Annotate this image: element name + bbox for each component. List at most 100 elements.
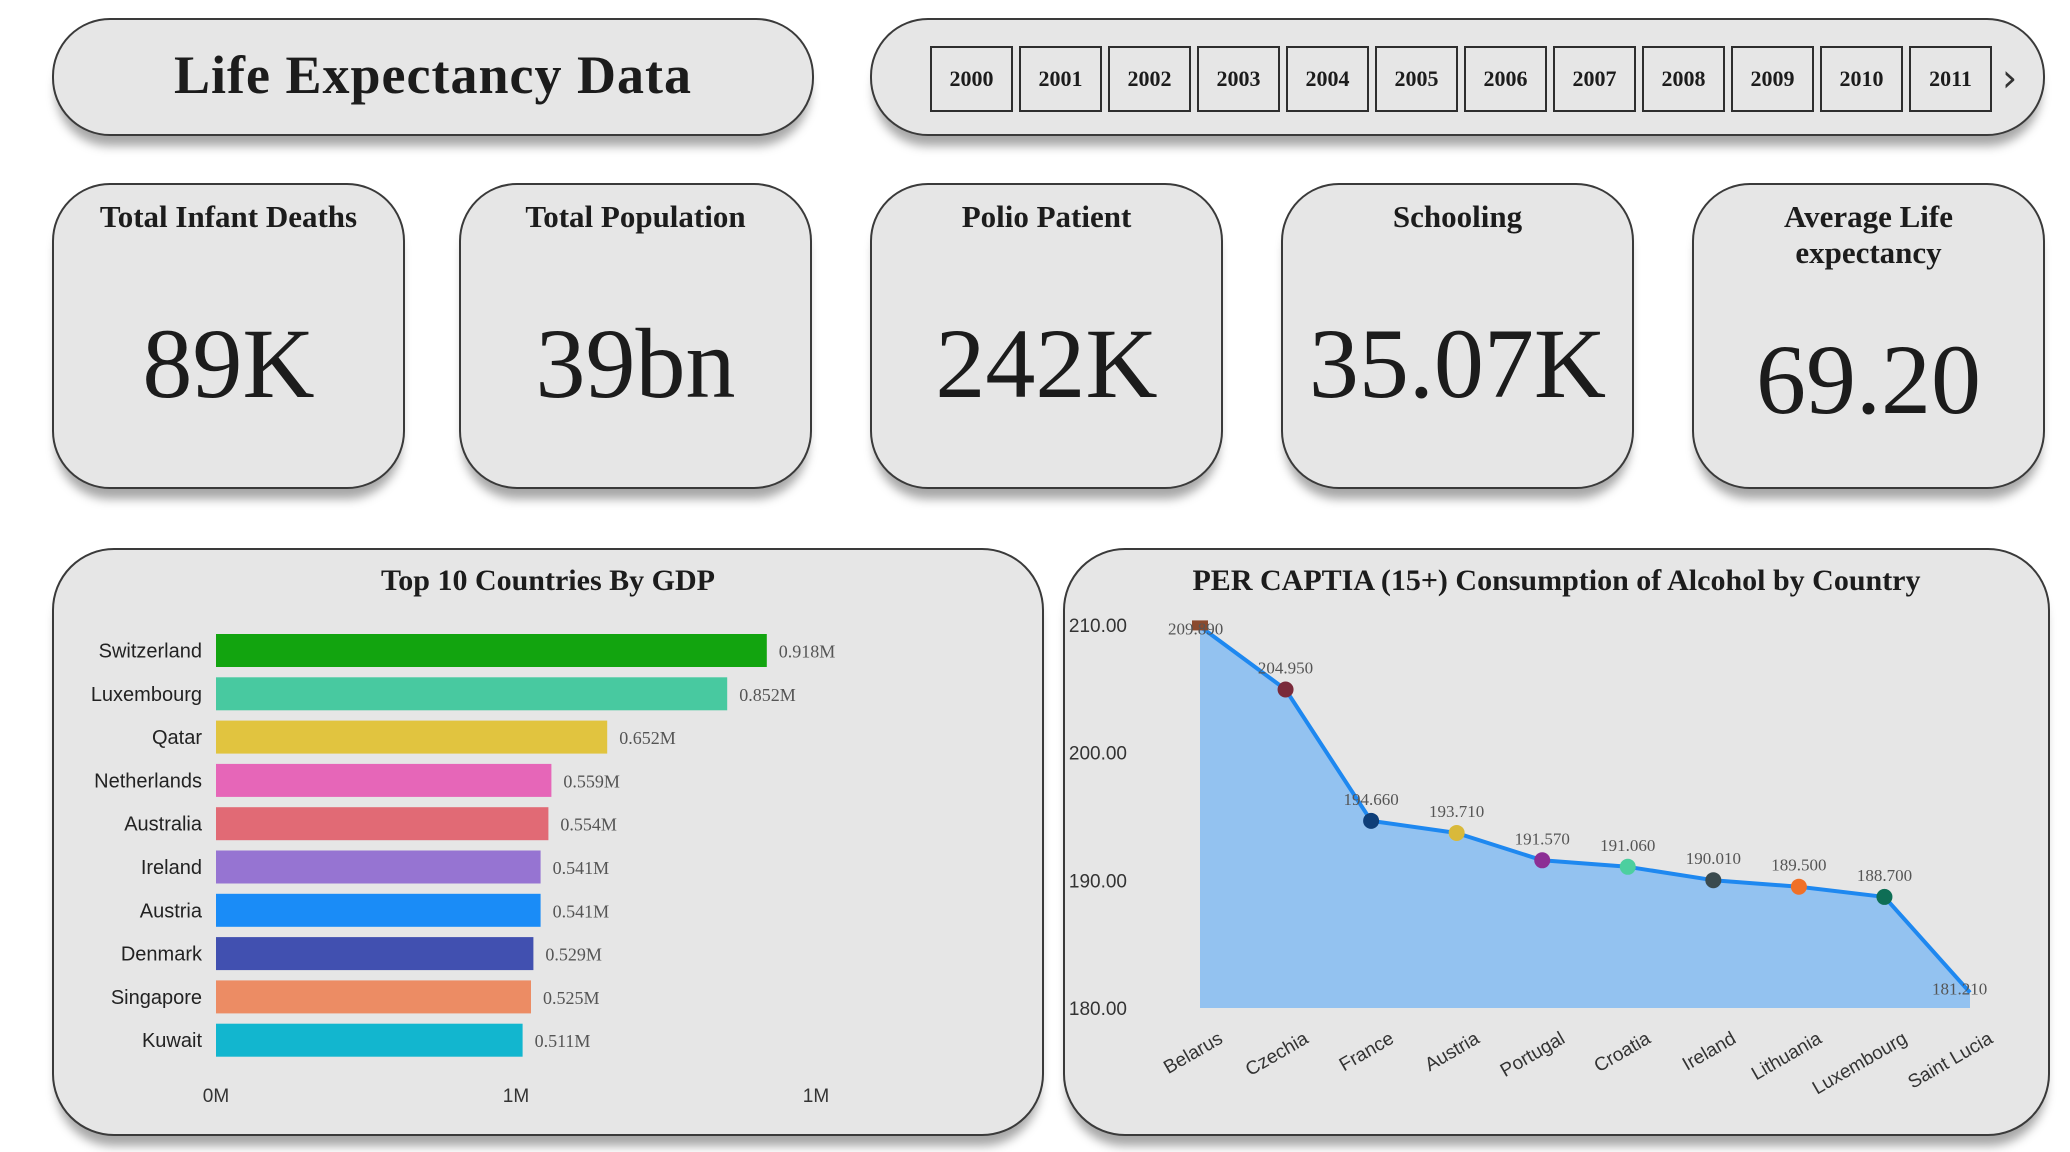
y-tick-label: 210.00 <box>1069 616 1127 637</box>
x-tick-label: Luxembourg <box>1809 1028 1911 1099</box>
y-tick-label: 190.00 <box>1069 871 1127 892</box>
gdp-bar <box>216 807 549 841</box>
gdp-bar <box>216 937 534 971</box>
data-label: 209.890 <box>1168 619 1223 638</box>
category-label: Luxembourg <box>91 684 202 706</box>
data-label: 0.511M <box>535 1031 591 1051</box>
year-button-2000[interactable]: 2000 <box>930 46 1013 112</box>
x-tick-label: Belarus <box>1160 1028 1226 1078</box>
year-button-2003[interactable]: 2003 <box>1197 46 1280 112</box>
x-tick-label: Czechia <box>1242 1028 1312 1081</box>
data-label: 189.500 <box>1771 856 1826 875</box>
year-button-2011[interactable]: 2011 <box>1909 46 1992 112</box>
data-label: 191.570 <box>1515 829 1570 848</box>
year-button-2010[interactable]: 2010 <box>1820 46 1903 112</box>
data-label: 0.525M <box>543 988 600 1008</box>
title-card: Life Expectancy Data <box>52 18 814 136</box>
kpi-value: 35.07K <box>1308 308 1607 419</box>
gdp-bar <box>216 1023 523 1057</box>
year-slicer-list: 2000 2001 2002 2003 2004 2005 2006 2007 … <box>930 46 1998 112</box>
kpi-card-schooling: Schooling 35.07K <box>1281 183 1634 489</box>
category-label: Denmark <box>121 944 203 966</box>
alcohol-area-chart: 210.00 200.00 190.00 180.00 209.890 204.950 19… <box>1069 616 1997 1099</box>
kpi-card-population: Total Population 39bn <box>459 183 812 489</box>
year-button-2009[interactable]: 2009 <box>1731 46 1814 112</box>
data-point <box>1192 620 1208 631</box>
data-label: 188.700 <box>1857 866 1912 885</box>
data-point <box>1448 824 1465 841</box>
category-label: Austria <box>140 900 203 922</box>
data-point <box>1876 888 1893 905</box>
year-slicer: 2000 2001 2002 2003 2004 2005 2006 2007 … <box>870 18 2045 136</box>
kpi-value: 89K <box>142 308 315 419</box>
alcohol-chart-card: PER CAPTIA (15+) Consumption of Alcohol … <box>1063 548 2050 1136</box>
data-label: 0.652M <box>619 728 676 748</box>
data-label: 181.210 <box>1932 980 1987 999</box>
data-label: 194.660 <box>1343 790 1398 809</box>
y-tick-label: 180.00 <box>1069 999 1127 1020</box>
data-label: 204.950 <box>1258 658 1313 677</box>
category-label: Singapore <box>111 987 202 1009</box>
data-point <box>1790 878 1807 895</box>
data-point <box>1277 681 1294 698</box>
category-label: Ireland <box>141 857 202 879</box>
series-line <box>1198 624 1972 994</box>
area-fill <box>1200 626 1970 1008</box>
year-button-2007[interactable]: 2007 <box>1553 46 1636 112</box>
data-label: 0.529M <box>545 945 602 965</box>
chevron-right-icon[interactable]: › <box>2002 56 2018 100</box>
gdp-bar <box>216 677 728 711</box>
kpi-label: Schooling <box>1392 199 1523 234</box>
category-label: Australia <box>124 814 203 836</box>
data-label: 191.060 <box>1600 836 1655 855</box>
kpi-card-polio: Polio Patient 242K <box>870 183 1223 489</box>
gdp-bar <box>216 980 531 1014</box>
kpi-value: 242K <box>935 308 1158 419</box>
data-point <box>1705 872 1722 889</box>
data-label: 193.710 <box>1429 802 1484 821</box>
kpi-label: Total Population <box>525 199 746 234</box>
data-point <box>1619 858 1636 875</box>
gdp-bar <box>216 634 767 667</box>
y-tick-label: 200.00 <box>1069 744 1127 765</box>
x-tick-label: 0M <box>203 1086 229 1107</box>
chart-title: Top 10 Countries By GDP <box>381 564 715 597</box>
gdp-bar <box>216 763 552 797</box>
year-button-2005[interactable]: 2005 <box>1375 46 1458 112</box>
year-button-2002[interactable]: 2002 <box>1108 46 1191 112</box>
x-tick-label: Ireland <box>1679 1028 1740 1075</box>
x-tick-label: 1M <box>503 1086 529 1107</box>
category-label: Netherlands <box>94 770 202 792</box>
x-tick-label: Croatia <box>1591 1028 1655 1077</box>
data-label: 0.554M <box>560 815 617 835</box>
data-label: 0.541M <box>553 901 610 921</box>
x-tick-label: 1M <box>803 1086 829 1107</box>
chart-title: PER CAPTIA (15+) Consumption of Alcohol … <box>1192 564 1921 597</box>
gdp-bar <box>216 850 541 884</box>
kpi-label: Total Infant Deaths <box>99 199 358 234</box>
kpi-label: Polio Patient <box>961 199 1132 234</box>
category-label: Qatar <box>152 727 202 749</box>
data-label: 0.541M <box>553 858 610 878</box>
gdp-bar <box>216 720 608 754</box>
data-label: 0.918M <box>779 642 836 662</box>
year-button-2001[interactable]: 2001 <box>1019 46 1102 112</box>
year-button-2004[interactable]: 2004 <box>1286 46 1369 112</box>
x-tick-label: Lithuania <box>1748 1028 1826 1085</box>
gdp-bar <box>216 893 541 927</box>
data-point <box>1363 812 1380 829</box>
data-label: 0.852M <box>739 685 796 705</box>
x-tick-label: Portugal <box>1497 1028 1569 1082</box>
x-tick-label: Austria <box>1421 1028 1483 1076</box>
data-point <box>1534 852 1551 869</box>
data-label: 0.559M <box>563 771 620 791</box>
year-button-2008[interactable]: 2008 <box>1642 46 1725 112</box>
dashboard-title: Life Expectancy Data <box>174 45 692 105</box>
category-label: Switzerland <box>99 641 202 663</box>
kpi-label: Average Life expectancy <box>1784 199 1953 270</box>
x-tick-label: France <box>1336 1028 1398 1076</box>
kpi-card-life-expectancy: Average Life expectancy 69.20 <box>1692 183 2045 489</box>
kpi-value: 69.20 <box>1756 324 1981 435</box>
year-button-2006[interactable]: 2006 <box>1464 46 1547 112</box>
kpi-card-infant-deaths: Total Infant Deaths 89K <box>52 183 405 489</box>
